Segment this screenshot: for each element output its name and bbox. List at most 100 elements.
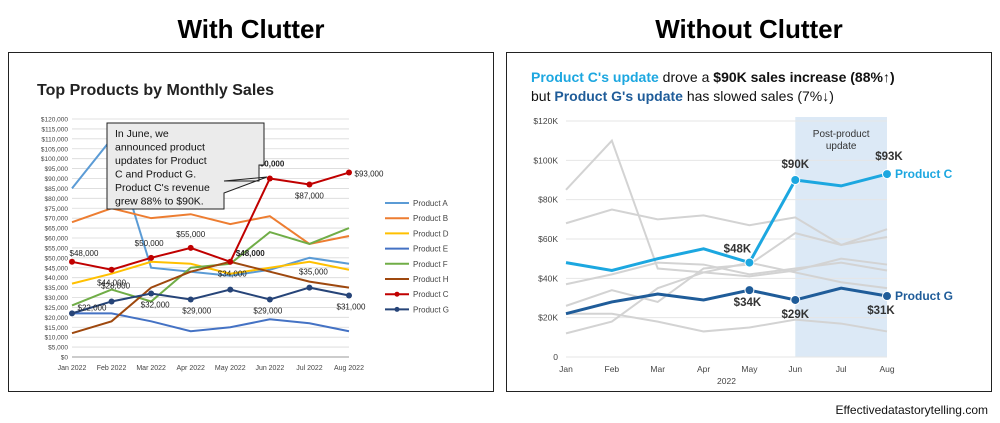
data-point-product-g (266, 296, 273, 303)
y-tick-label: $120K (533, 116, 558, 126)
y-tick-label: $45,000 (45, 265, 69, 272)
y-tick-label: $30,000 (45, 295, 69, 302)
legend-label: Product C (413, 290, 449, 299)
y-tick-label: $100,000 (41, 156, 68, 163)
y-tick-label: $40K (538, 273, 558, 283)
right-header: Without Clutter (655, 14, 843, 44)
x-tick-label: May (741, 364, 758, 374)
title-segment: Product C's update (531, 69, 659, 85)
legend-label: Product H (413, 275, 449, 284)
data-point-product-c (790, 175, 801, 185)
series-line-product-h (71, 260, 350, 335)
x-tick-label: Mar (650, 364, 665, 374)
y-tick-label: $20K (538, 313, 558, 323)
context-line-product-h (565, 261, 888, 335)
legend-label: Product A (413, 199, 448, 208)
data-point-product-c (69, 258, 75, 265)
series-line-product-c (71, 171, 350, 271)
x-tick-label: Aug 2022 (334, 365, 364, 372)
credit-text: Effectivedatastorytelling.com (835, 403, 988, 417)
callout-text: In June, we (115, 128, 169, 140)
y-tick-label: $25,000 (45, 305, 69, 312)
data-label-product-g: $35,000 (299, 268, 328, 277)
x-tick-label: Jul 2022 (296, 365, 323, 372)
left-header: With Clutter (177, 14, 325, 44)
data-point-product-c (882, 169, 892, 180)
data-label-product-c: $90K (782, 159, 810, 171)
data-point-product-g (227, 286, 234, 293)
data-label-product-g: $31K (867, 305, 895, 317)
data-point-product-c (744, 257, 755, 268)
y-tick-label: 0 (553, 352, 558, 362)
x-tick-label: Apr 2022 (177, 365, 206, 372)
y-tick-label: $105,000 (41, 146, 68, 153)
highlight-label: Post-product (813, 129, 870, 140)
y-tick-label: $115,000 (41, 126, 68, 133)
series-end-label-product-c: Product C (895, 167, 953, 181)
title-segment: $90K sales increase (88%↑) (713, 69, 894, 85)
data-point-product-c (187, 244, 194, 251)
x-tick-label: Jul (836, 364, 847, 374)
data-point-product-g (148, 290, 155, 297)
data-point-product-g (790, 294, 801, 305)
decluttered-chart-panel: Product C's update drove a $90K sales in… (506, 52, 992, 392)
data-point-product-c (346, 169, 352, 176)
y-tick-label: $50,000 (45, 255, 69, 262)
context-line-product-a (565, 138, 888, 278)
y-tick-label: $90,000 (45, 176, 69, 183)
data-label-product-g: $32,000 (141, 301, 170, 310)
data-point-product-g (108, 298, 115, 305)
data-label-product-c: $55,000 (176, 230, 205, 239)
legend-label: Product G (413, 305, 449, 314)
legend-marker-product-c (394, 291, 400, 297)
series-end-label-product-g: Product G (895, 289, 953, 303)
data-label-product-c: $48K (724, 244, 752, 256)
x-tick-label: Apr (697, 364, 710, 374)
data-point-product-g (187, 296, 194, 303)
x-axis-title: 2022 (717, 376, 736, 386)
y-tick-label: $5,000 (48, 345, 68, 352)
data-label-product-c: $50,000 (135, 239, 164, 248)
data-point-product-g (346, 292, 352, 299)
series-line-product-c (565, 172, 888, 272)
y-tick-label: $75,000 (45, 206, 69, 213)
x-tick-label: Jun 2022 (255, 365, 284, 372)
y-tick-label: $60K (538, 234, 558, 244)
y-tick-label: $20,000 (45, 315, 69, 322)
data-point-product-c (266, 175, 273, 182)
data-label-product-g: $29,000 (182, 306, 211, 315)
callout-text: announced product (115, 142, 205, 154)
context-line-product-b (565, 208, 888, 246)
data-label-product-g: $34K (734, 297, 762, 309)
x-tick-label: Jan (559, 364, 573, 374)
x-tick-label: May 2022 (215, 365, 246, 372)
series-line-product-e (72, 312, 350, 333)
callout-text: grew 88% to $90K. (115, 196, 204, 208)
chart-title: Top Products by Monthly Sales (37, 82, 274, 99)
data-label-product-g: $34,000 (218, 270, 247, 279)
legend-label: Product E (413, 245, 448, 254)
decluttered-line-chart: Product C's update drove a $90K sales in… (531, 69, 953, 386)
y-tick-label: $110,000 (41, 136, 68, 143)
x-tick-label: Aug (879, 364, 894, 374)
data-label-product-c: $44,000 (97, 279, 126, 288)
y-tick-label: $70,000 (45, 216, 69, 223)
cluttered-chart-panel: Top Products by Monthly Sales $0 $5,000 $10… (8, 52, 494, 392)
data-point-product-c (227, 258, 234, 265)
data-label-product-g: $31,000 (337, 303, 366, 312)
callout-text: updates for Product (115, 155, 207, 167)
y-tick-label: $40,000 (45, 275, 69, 282)
legend-label: Product F (413, 260, 448, 269)
chart-title-line-1: Product C's update drove a $90K sales in… (531, 69, 895, 85)
y-tick-label: $100K (533, 155, 558, 165)
legend-label: Product B (413, 214, 448, 223)
data-point-product-g (744, 285, 755, 296)
highlight-label: update (826, 141, 857, 152)
data-point-product-g (69, 310, 75, 317)
legend-marker-product-g (394, 306, 400, 312)
x-tick-label: Feb 2022 (97, 365, 127, 372)
y-tick-label: $95,000 (45, 166, 69, 173)
series-line-product-b (71, 207, 350, 246)
y-tick-label: $60,000 (45, 236, 69, 243)
y-tick-label: $10,000 (45, 335, 69, 342)
